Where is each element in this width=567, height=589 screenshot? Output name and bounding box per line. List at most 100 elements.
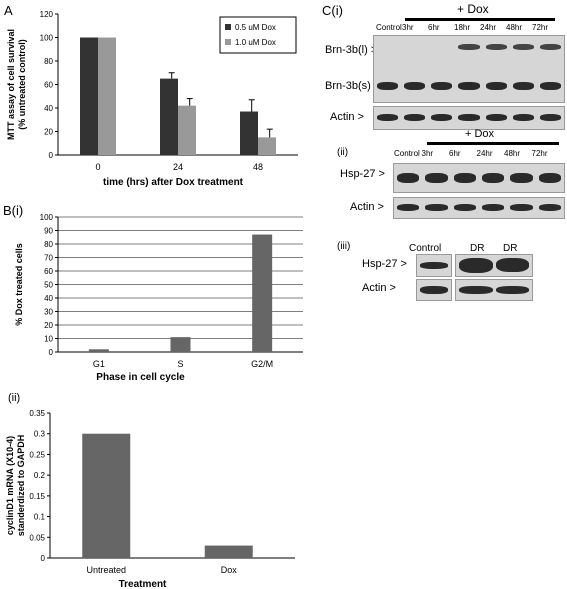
cii-actin-band-1 [425, 204, 448, 211]
cii-lane-3: 24hr [476, 149, 493, 158]
cii-lane-5: 72hr [531, 149, 548, 158]
a-xlabel: time (hrs) after Dox treatment [103, 177, 244, 188]
ci-actin-band-5 [512, 114, 534, 121]
ci-actin-band-1 [404, 114, 426, 121]
cii-lane-1: 3hr [421, 149, 434, 158]
a-bar-1-1 [178, 105, 196, 155]
brn3b-long-band-3 [458, 44, 480, 50]
bi-ytick-label-6: 60 [44, 267, 53, 276]
dox-treatment-bar [405, 18, 555, 21]
bi-bar-2 [252, 234, 273, 352]
panel-a-label: A [4, 3, 13, 18]
bii-ytick-label-2: 0.1 [34, 513, 46, 522]
a-xtick-label-0: 0 [95, 162, 100, 172]
bii-ytick-label-6: 0.3 [34, 430, 46, 439]
ci-actin-blot [373, 106, 565, 130]
brn3b-short-band-6 [539, 82, 561, 90]
a-bar-0-2 [240, 111, 258, 155]
hsp27-band-1 [425, 173, 448, 183]
brn3b-short-band-5 [512, 82, 534, 90]
a-ytick-label-0: 0 [49, 151, 54, 160]
cii-actin-band-0 [397, 204, 420, 211]
ci-lane-1: 3hr [402, 23, 414, 32]
bi-ytick-label-9: 90 [44, 227, 53, 236]
cii-dox-label: + Dox [465, 128, 495, 140]
ciii-hsp27-label: Hsp-27 > [362, 258, 407, 270]
a-ytick-label-2: 40 [44, 104, 53, 113]
hsp27-blot [393, 163, 565, 193]
ci-lane-6: 72hr [532, 23, 549, 32]
ciii-lane-dr-1: DR [470, 243, 485, 254]
bi-bar-0 [88, 349, 109, 352]
ciii-hsp27-blot-dr [455, 254, 533, 277]
bi-ytick-label-7: 70 [44, 254, 53, 263]
panel-bii-chart: 0 0.05 0.1 0.15 0.2 0.25 0.3 0.35 Untreated Dox Tr… [5, 409, 295, 589]
a-bar-1-0 [98, 37, 116, 155]
a-ytick-label-4: 80 [44, 57, 53, 66]
brn3b-blot [373, 35, 565, 103]
cii-actin-band-3 [482, 204, 505, 211]
bi-ytick-label-0: 0 [49, 348, 54, 357]
hsp27-band-2 [453, 173, 476, 183]
ci-actin-band-4 [485, 114, 507, 121]
ci-actin-band-6 [539, 114, 561, 121]
hsp27-label: Hsp-27 > [340, 168, 385, 180]
bii-xtick-label-0: Untreated [86, 565, 126, 575]
a-ylabel-line2: (% untreated control) [17, 39, 27, 130]
a-bar-0-1 [160, 78, 178, 155]
a-ylabel: MTT assay of cell survival (% untreated c… [6, 29, 27, 140]
cii-dox-bar [427, 142, 559, 145]
a-bar-0-0 [80, 37, 98, 155]
ciii-lane-control: Control [409, 243, 442, 254]
ciii-actin-blot-control [416, 279, 452, 301]
bii-ytick-label-4: 0.2 [34, 471, 46, 480]
cii-lane-2: 6hr [449, 149, 461, 158]
dox-treatment-label: + Dox [457, 2, 489, 16]
a-legend [219, 16, 297, 54]
hsp27-band-5 [538, 173, 561, 183]
ci-lane-4: 24hr [480, 23, 497, 32]
panel-cii-label: (ii) [337, 147, 349, 158]
panel-bi-chart: 0 10 20 30 40 50 60 70 80 90 100 G1 S G2/M Phase in ce… [14, 213, 303, 383]
panel-ci-label: C(i) [322, 3, 343, 18]
ci-lane-2: 6hr [428, 23, 440, 32]
bii-xlabel: Treatment [119, 579, 167, 589]
panel-a-chart: 0 20 40 60 80 100 120 0 24 48 time (hrs) after Dox… [6, 10, 298, 188]
bi-xtick-label-1: S [177, 359, 183, 369]
bii-bar-0 [82, 433, 131, 558]
cii-actin-label: Actin > [350, 201, 384, 213]
ciii-lane-dr-2: DR [503, 243, 518, 254]
cii-actin-band-2 [453, 204, 476, 211]
bi-ylabel: % Dox treated cells [14, 243, 24, 326]
a-bar-1-2 [258, 137, 276, 155]
brn3b-short-band-1 [404, 82, 426, 90]
bi-ylabel-group: % Dox treated cells [14, 243, 24, 326]
hsp27-band-3 [482, 173, 505, 183]
a-ytick-label-5: 100 [40, 34, 54, 43]
bi-ytick-label-5: 50 [44, 281, 53, 290]
panel-bi-label: B(i) [3, 203, 24, 218]
bii-ytick-label-3: 0.15 [29, 492, 45, 501]
brn3b-long-band-5 [512, 44, 534, 50]
bii-xtick-label-1: Dox [221, 565, 238, 575]
ciii-hsp27-blot-control [416, 254, 452, 277]
bi-ytick-label-10: 100 [40, 213, 54, 222]
hsp27-band-4 [510, 173, 533, 183]
bii-ytick-label-0: 0 [41, 554, 46, 563]
bi-ytick-label-3: 30 [44, 308, 53, 317]
a-ytick-label-3: 60 [44, 81, 53, 90]
a-ylabel-line1: MTT assay of cell survival [6, 29, 16, 140]
brn3b-short-band-0 [377, 82, 399, 90]
brn3b-long-band-6 [539, 44, 561, 50]
a-ytick-label-1: 20 [44, 128, 53, 137]
bii-ytick-label-1: 0.05 [29, 533, 45, 542]
brn3b-short-band-4 [485, 82, 507, 90]
ciii-actin-blot-dr [455, 279, 533, 301]
bii-bar-1 [204, 545, 253, 558]
bii-ylabel-line2: standerdized to GAPDH [16, 435, 26, 537]
brn3b-short-band-2 [431, 82, 453, 90]
bi-ytick-label-4: 40 [44, 294, 53, 303]
cii-lane-4: 48hr [504, 149, 521, 158]
bi-ytick-label-1: 10 [44, 335, 53, 344]
a-legend-label-0: 0.5 uM Dox [235, 23, 276, 32]
